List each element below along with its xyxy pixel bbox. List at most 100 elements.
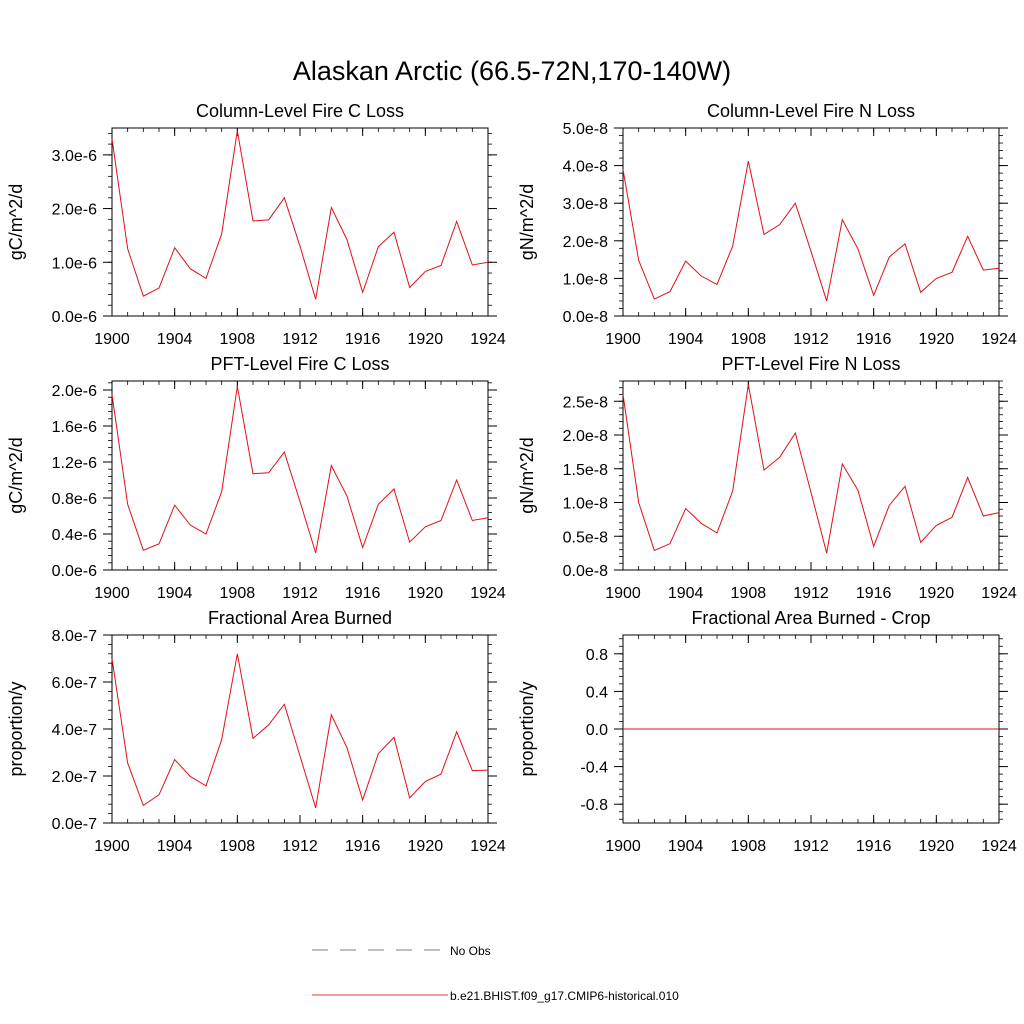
x-tick-label: 1900 [605,585,641,602]
y-tick-label: 2.0e-8 [563,428,608,445]
x-tick-label: 1920 [919,331,955,348]
series-line-1 [622,160,1000,302]
x-tick-label: 1908 [220,585,256,602]
panel-6: 1900 1904 1908 1912 1916 1920 1924 -0.8 -0.4 0.0 0… [517,608,1017,855]
x-tick-label: 1904 [668,331,704,348]
x-tick-label: 1908 [220,331,256,348]
y-tick-label: 0.0e-8 [563,563,608,580]
x-tick-label: 1900 [94,331,130,348]
y-tick-label: 4.0e-7 [52,722,97,739]
y-tick-label: 3.0e-6 [52,148,97,165]
legend: No Obs b.e21.BHIST.f09_g17.CMIP6-histori… [312,944,679,1003]
series-line-1 [111,130,489,300]
y-tick-label: 2.5e-8 [563,394,608,411]
y-tick-label: 2.0e-6 [52,202,97,219]
panel-title: PFT-Level Fire N Loss [721,354,900,374]
legend-no-obs-label: No Obs [450,944,491,958]
y-axis-label: gC/m^2/d [6,437,26,513]
y-tick-label: 0.8e-6 [52,491,97,508]
figure-title: Alaskan Arctic (66.5-72N,170-140W) [293,56,731,86]
panel-5: 1900 1904 1908 1912 1916 1920 1924 0.0e-7 2.0e-7… [6,608,506,855]
x-tick-label: 1904 [668,585,704,602]
y-tick-label: 2.0e-7 [52,769,97,786]
x-tick-label: 1904 [157,331,193,348]
x-tick-label: 1912 [793,585,829,602]
y-tick-label: 1.5e-8 [563,462,608,479]
x-tick-label: 1912 [282,838,318,855]
y-axis-label: gC/m^2/d [6,184,26,260]
series-line-1 [111,386,489,554]
panel-title: Fractional Area Burned - Crop [691,608,930,628]
panel-1: 1900 1904 1908 1912 1916 1920 1924 0.0e-6 1.0e-6… [6,101,506,348]
y-tick-label: 6.0e-7 [52,675,97,692]
y-tick-label: 0.0 [586,722,608,739]
y-tick-label: 3.0e-8 [563,196,608,213]
x-tick-label: 1916 [856,585,892,602]
x-tick-label: 1912 [793,838,829,855]
x-tick-label: 1924 [470,331,506,348]
panel-2: 1900 1904 1908 1912 1916 1920 1924 0.0e-8 1.0e-8… [517,101,1017,348]
x-tick-label: 1912 [282,585,318,602]
panel-title: Column-Level Fire N Loss [707,101,915,121]
x-tick-label: 1908 [731,331,767,348]
x-tick-label: 1912 [793,331,829,348]
x-tick-label: 1924 [981,838,1017,855]
y-axis-label: gN/m^2/d [517,437,537,513]
series-line-1 [622,384,1000,554]
legend-model-label: b.e21.BHIST.f09_g17.CMIP6-historical.010 [450,989,679,1003]
y-tick-label: 0.8 [586,647,608,664]
y-tick-label: 0.4 [586,684,608,701]
x-tick-label: 1924 [470,838,506,855]
y-tick-label: 0.5e-8 [563,529,608,546]
x-tick-label: 1900 [94,838,130,855]
x-tick-label: 1904 [157,838,193,855]
y-tick-label: -0.8 [580,797,608,814]
x-tick-label: 1920 [408,838,444,855]
panel-3: 1900 1904 1908 1912 1916 1920 1924 0.0e-6 0.4e-6… [6,354,506,602]
y-tick-label: 2.0e-8 [563,234,608,251]
y-tick-label: 0.0e-6 [52,309,97,326]
panel-title: Column-Level Fire C Loss [196,101,404,121]
panel-4: 1900 1904 1908 1912 1916 1920 1924 0.0e-8 0.5e-8… [517,354,1017,602]
x-tick-label: 1900 [94,585,130,602]
x-tick-label: 1916 [345,585,381,602]
series-line-1 [111,653,489,808]
x-tick-label: 1924 [981,331,1017,348]
panel-title: Fractional Area Burned [208,608,392,628]
panel-title: PFT-Level Fire C Loss [210,354,389,374]
x-tick-label: 1908 [731,585,767,602]
y-tick-label: 1.6e-6 [52,419,97,436]
y-tick-label: 5.0e-8 [563,121,608,138]
y-tick-label: 2.0e-6 [52,383,97,400]
x-tick-label: 1904 [668,838,704,855]
y-tick-label: 1.0e-8 [563,496,608,513]
y-tick-label: 0.0e-6 [52,563,97,580]
x-tick-label: 1920 [919,838,955,855]
x-tick-label: 1924 [470,585,506,602]
y-tick-label: 8.0e-7 [52,628,97,645]
x-tick-label: 1900 [605,331,641,348]
y-tick-label: 0.4e-6 [52,527,97,544]
y-axis-label: proportion/y [517,681,537,776]
y-tick-label: 0.0e-7 [52,816,97,833]
y-axis-label: proportion/y [6,681,26,776]
x-tick-label: 1924 [981,585,1017,602]
x-tick-label: 1916 [345,331,381,348]
y-axis-label: gN/m^2/d [517,184,537,260]
x-tick-label: 1920 [408,585,444,602]
x-tick-label: 1916 [856,838,892,855]
y-tick-label: 1.2e-6 [52,455,97,472]
x-tick-label: 1904 [157,585,193,602]
x-tick-label: 1908 [220,838,256,855]
y-tick-label: 1.0e-6 [52,255,97,272]
y-tick-label: 1.0e-8 [563,271,608,288]
x-tick-label: 1900 [605,838,641,855]
x-tick-label: 1912 [282,331,318,348]
panels: 1900 1904 1908 1912 1916 1920 1924 0.0e-6 1.0e-6… [6,101,1017,855]
x-tick-label: 1908 [731,838,767,855]
x-tick-label: 1916 [856,331,892,348]
x-tick-label: 1920 [919,585,955,602]
y-tick-label: 0.0e-8 [563,309,608,326]
